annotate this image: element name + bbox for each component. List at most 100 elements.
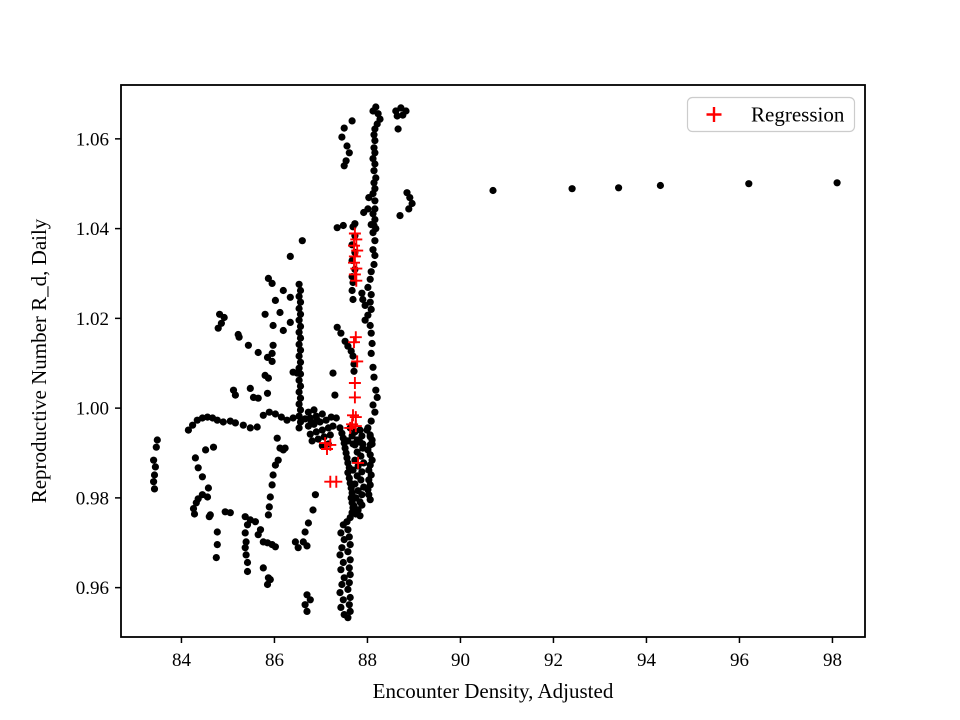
data-point: [316, 418, 324, 426]
data-point: [327, 413, 335, 421]
data-point: [296, 358, 305, 366]
data-point: [372, 225, 380, 233]
data-point: [339, 596, 347, 604]
data-point: [356, 426, 364, 434]
regression-point: [319, 437, 332, 450]
data-point: [226, 509, 234, 517]
data-point: [357, 452, 365, 460]
data-point: [295, 424, 303, 432]
data-point: [153, 436, 161, 444]
data-point: [219, 418, 227, 426]
data-point: [367, 349, 375, 357]
data-point: [367, 291, 375, 299]
data-point: [271, 461, 279, 469]
data-point: [190, 510, 199, 518]
data-point: [348, 432, 356, 440]
data-point: [346, 593, 354, 602]
data-point: [303, 607, 311, 616]
data-point: [360, 483, 368, 491]
data-point: [371, 149, 379, 157]
data-point: [295, 292, 303, 300]
data-point: [291, 538, 299, 546]
data-point: [213, 416, 221, 424]
data-point: [348, 117, 356, 125]
data-point: [296, 406, 305, 414]
data-point: [231, 391, 239, 399]
data-point: [368, 339, 376, 348]
data-point: [656, 181, 665, 190]
data-point: [304, 519, 312, 527]
data-point: [235, 333, 243, 341]
data-point: [269, 471, 277, 479]
data-point: [294, 544, 302, 552]
data-point: [358, 491, 366, 499]
data-point: [344, 526, 352, 534]
y-axis-label: Reproductive Number R_d, Daily: [27, 218, 51, 503]
data-point: [833, 179, 841, 187]
data-point: [351, 480, 359, 488]
data-point: [295, 328, 303, 336]
data-point: [296, 322, 305, 330]
data-point: [345, 149, 353, 157]
data-point: [298, 237, 306, 245]
data-point: [371, 216, 379, 224]
data-point: [374, 110, 382, 118]
data-point: [213, 541, 221, 549]
x-tick-label: 86: [265, 650, 284, 671]
data-point: [295, 316, 303, 324]
data-point: [271, 296, 279, 304]
data-point: [369, 401, 377, 409]
data-point: [264, 374, 272, 382]
regression-point: [349, 420, 362, 433]
data-point: [271, 543, 279, 551]
data-point: [295, 352, 303, 360]
data-point: [261, 310, 269, 318]
data-point: [340, 574, 348, 582]
y-tick-label: 0.96: [76, 578, 109, 599]
data-point: [310, 406, 318, 414]
data-point: [370, 179, 378, 187]
data-point: [366, 321, 374, 330]
x-axis-label: Encounter Density, Adjusted: [373, 679, 614, 703]
data-point: [246, 424, 254, 432]
data-point: [269, 321, 277, 330]
data-point: [408, 199, 416, 208]
data-point: [340, 162, 348, 170]
regression-point: [348, 391, 361, 404]
observations-series: [150, 103, 841, 622]
regression-point: [350, 233, 363, 246]
data-point: [198, 473, 206, 481]
data-point: [366, 451, 374, 459]
data-point: [371, 137, 379, 145]
data-point: [205, 513, 213, 521]
data-point: [271, 410, 279, 418]
data-point: [242, 551, 250, 559]
plot-frame: [120, 84, 866, 638]
data-point: [150, 456, 158, 464]
data-point: [286, 293, 294, 301]
data-point: [304, 422, 312, 430]
data-point: [241, 544, 249, 552]
data-point: [340, 124, 348, 132]
data-point: [358, 468, 366, 476]
data-point: [212, 554, 220, 562]
data-point: [339, 221, 347, 230]
data-point: [370, 131, 378, 139]
data-point: [266, 493, 274, 501]
legend-label: Regression: [751, 103, 845, 127]
data-point: [345, 579, 353, 587]
data-point: [204, 484, 212, 492]
data-point: [239, 421, 247, 429]
data-point: [296, 346, 305, 354]
data-point: [283, 416, 291, 424]
data-point: [349, 352, 357, 360]
data-point: [295, 340, 303, 348]
data-point: [329, 422, 337, 430]
data-point: [304, 408, 312, 416]
data-point: [312, 428, 320, 436]
data-point: [336, 424, 344, 432]
x-tick-label: 88: [358, 650, 377, 671]
data-point: [489, 186, 497, 195]
